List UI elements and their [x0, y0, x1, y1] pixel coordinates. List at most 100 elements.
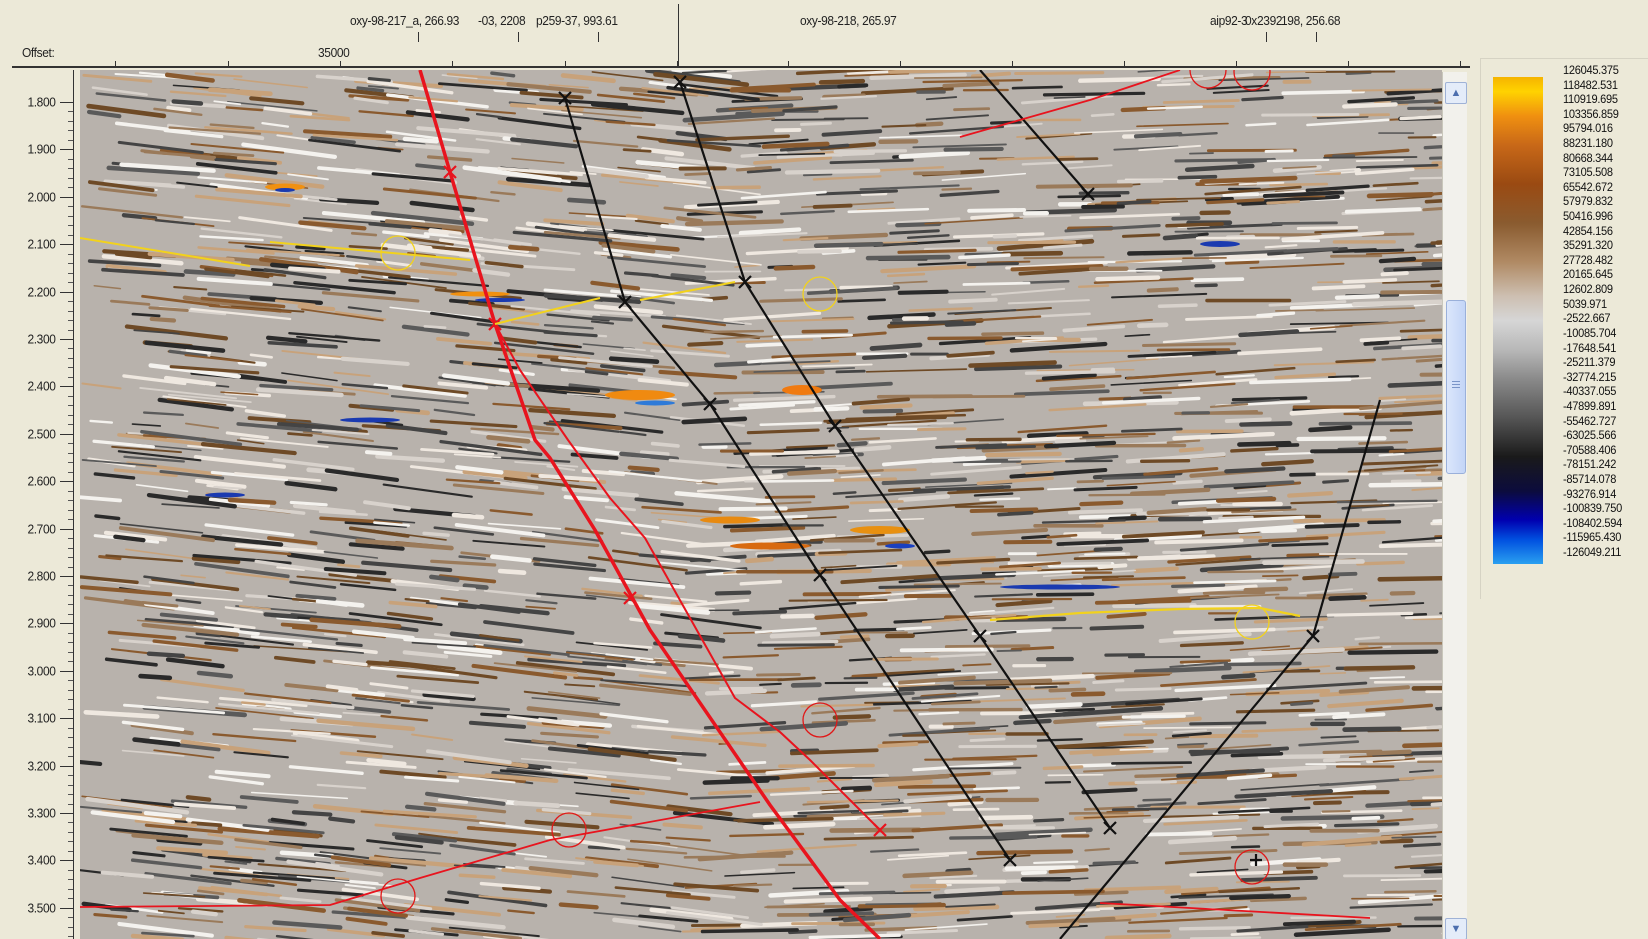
fault-pick-marker[interactable]	[618, 295, 632, 309]
fault-pick-marker[interactable]	[703, 397, 717, 411]
well-tie-circle[interactable]	[551, 812, 587, 848]
time-minor-tick	[68, 898, 74, 900]
time-tick-mark	[60, 670, 74, 672]
time-tick-label: 2.800	[27, 568, 56, 584]
seismic-reflector	[728, 761, 767, 766]
time-axis: 1.800 1.900 2.000 2.100 2.200 2.300 2.400 2.500…	[0, 70, 80, 939]
scroll-up-button[interactable]: ▲	[1445, 82, 1467, 104]
seismic-reflector	[913, 904, 1000, 912]
horizon-red-deep[interactable]	[80, 801, 761, 908]
seismic-reflector	[270, 817, 305, 826]
fault-black-3[interactable]	[979, 70, 1089, 195]
seismic-reflector	[82, 73, 153, 83]
seismic-reflector	[1305, 530, 1386, 539]
seismic-reflector	[418, 813, 506, 825]
scroll-down-button[interactable]: ▼	[1445, 918, 1467, 939]
fault-pick-marker[interactable]	[738, 275, 752, 289]
seismic-reflector	[638, 925, 682, 933]
seismic-reflector	[351, 693, 410, 703]
fault-pick-marker[interactable]	[1081, 187, 1095, 201]
fault-pick-marker[interactable]	[828, 419, 842, 433]
time-minor-tick	[68, 651, 74, 653]
seismic-reflector	[1028, 922, 1080, 929]
seismic-reflector	[538, 473, 600, 482]
horizon-red-right[interactable]	[1099, 902, 1371, 919]
seismic-reflector	[373, 521, 411, 527]
seismic-reflector	[519, 536, 600, 548]
vertical-scrollbar[interactable]: ▲ ▼	[1442, 72, 1467, 939]
legend-value: -100839.750	[1563, 501, 1622, 516]
fault-pick-marker[interactable]	[558, 91, 572, 105]
horizon-yellow-1[interactable]	[80, 237, 251, 267]
seismic-reflector	[382, 483, 473, 498]
well-tie-circle[interactable]	[802, 702, 838, 738]
seismic-reflector	[930, 700, 981, 706]
amplitude-anomaly	[885, 543, 915, 549]
seismic-reflector	[627, 465, 660, 472]
well-tie-circle[interactable]	[1233, 70, 1271, 91]
well-tie-circle[interactable]	[1234, 604, 1270, 640]
scroll-thumb[interactable]	[1446, 300, 1466, 474]
fault-black-1[interactable]	[563, 97, 1011, 861]
seismic-reflector	[1356, 163, 1439, 169]
fault-pick-marker[interactable]	[443, 165, 457, 179]
seismic-reflector	[1111, 292, 1208, 299]
seismic-reflector	[844, 72, 910, 77]
horizon-yellow-3[interactable]	[494, 297, 601, 325]
seismic-reflector	[1386, 88, 1442, 96]
time-tick-mark	[60, 718, 74, 720]
seismic-reflector	[1380, 289, 1442, 295]
seismic-reflector	[618, 577, 680, 586]
seismic-reflector	[1184, 163, 1255, 172]
well-tie-circle[interactable]	[802, 276, 838, 312]
fault-pick-marker[interactable]	[673, 75, 687, 89]
seismic-reflector	[388, 660, 456, 671]
seismic-reflector	[651, 274, 735, 287]
seismic-reflector	[747, 357, 793, 364]
amplitude-anomaly	[635, 400, 675, 406]
seismic-reflector	[898, 150, 971, 159]
seismic-reflector	[106, 165, 201, 176]
fault-red-secondary[interactable]	[494, 323, 881, 831]
fault-pick-marker[interactable]	[623, 591, 637, 605]
seismic-reflector	[587, 845, 621, 851]
well-tie-circle[interactable]	[380, 878, 416, 914]
well-tie-circle[interactable]	[1189, 70, 1227, 89]
fault-black-4[interactable]	[1059, 399, 1382, 939]
well-tie-circle[interactable]	[380, 235, 416, 271]
seismic-reflector	[1160, 905, 1248, 915]
horizon-yellow-4[interactable]	[639, 281, 736, 301]
seismic-reflector	[1141, 342, 1237, 347]
seismic-reflector	[717, 232, 808, 239]
fault-pick-marker[interactable]	[973, 629, 987, 643]
seismic-reflector	[1282, 669, 1321, 673]
seismic-reflector	[1001, 250, 1064, 257]
seismic-reflector	[190, 909, 218, 917]
seismic-reflector	[869, 342, 923, 351]
seismic-reflector	[674, 490, 776, 505]
fault-pick-marker[interactable]	[813, 568, 827, 582]
seismic-reflector	[1202, 515, 1306, 524]
fault-black-2[interactable]	[678, 81, 1111, 829]
seismic-reflector	[204, 641, 261, 649]
horizon-red-upper[interactable]	[959, 70, 1181, 138]
seismic-reflector	[1035, 374, 1122, 383]
horizon-yellow-5[interactable]	[989, 606, 1301, 622]
time-tick-mark	[60, 433, 74, 435]
well-tie-circle[interactable]	[1234, 849, 1270, 885]
pick-plus-marker[interactable]	[1250, 854, 1262, 866]
fault-pick-marker[interactable]	[1306, 629, 1320, 643]
horizon-yellow-2[interactable]	[269, 241, 471, 261]
fault-red-main[interactable]	[418, 70, 882, 939]
interpretation-overlay[interactable]	[80, 70, 1442, 939]
seismic-reflector	[1281, 231, 1385, 242]
seismic-reflector	[607, 255, 706, 268]
fault-pick-marker[interactable]	[873, 823, 887, 837]
seismic-reflector	[439, 439, 543, 457]
fault-pick-marker[interactable]	[1103, 821, 1117, 835]
fault-pick-marker[interactable]	[1003, 853, 1017, 867]
seismic-reflector	[916, 902, 942, 907]
seismic-reflector	[366, 839, 424, 849]
seismic-reflector	[754, 627, 817, 634]
seismic-reflector	[991, 287, 1066, 296]
